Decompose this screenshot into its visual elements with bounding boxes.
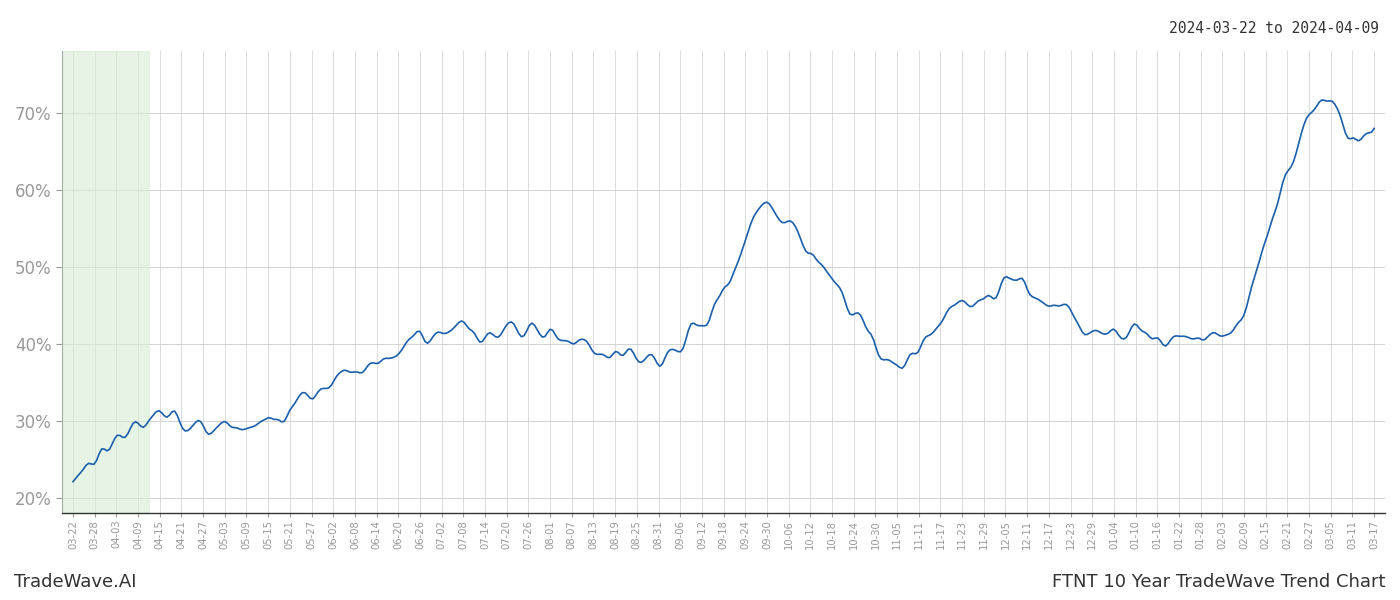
Text: TradeWave.AI: TradeWave.AI bbox=[14, 573, 137, 591]
Text: FTNT 10 Year TradeWave Trend Chart: FTNT 10 Year TradeWave Trend Chart bbox=[1053, 573, 1386, 591]
Bar bbox=[62, 51, 148, 513]
Text: 2024-03-22 to 2024-04-09: 2024-03-22 to 2024-04-09 bbox=[1169, 21, 1379, 36]
